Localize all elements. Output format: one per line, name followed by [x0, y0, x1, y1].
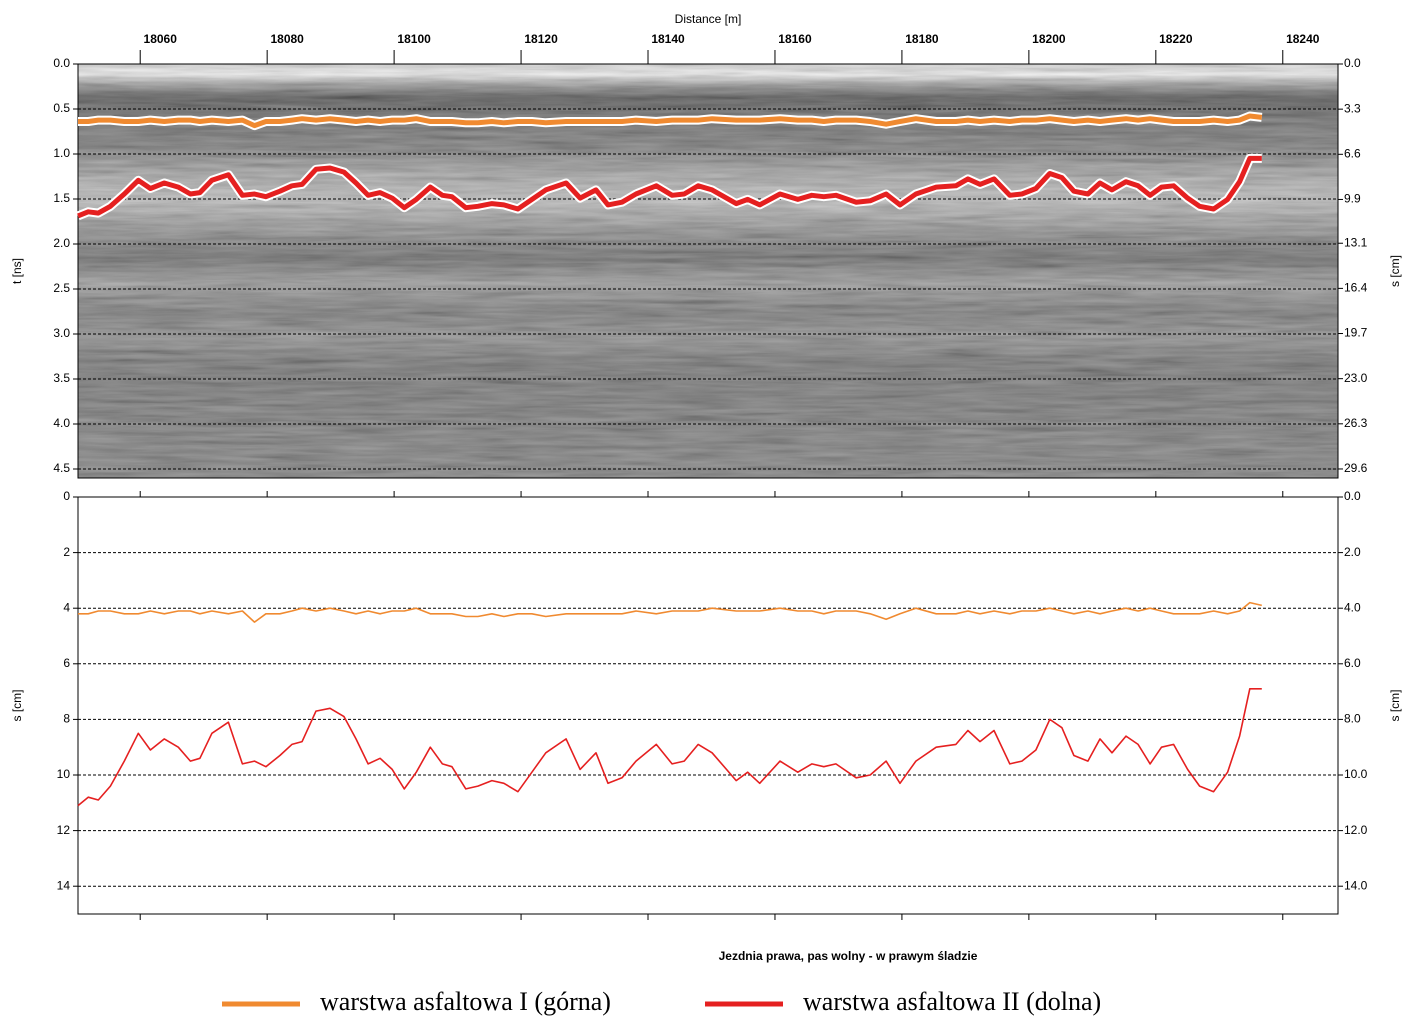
y2-tick-label: 6.0: [1344, 656, 1361, 670]
y2-tick-label: 19.7: [1344, 326, 1368, 340]
plot-frame: [77, 496, 1339, 915]
y-tick-label: 4.0: [53, 416, 70, 430]
x-tick-label: 18160: [778, 32, 812, 46]
series-line: [78, 601, 1262, 623]
legend-label: warstwa asfaltowa II (dolna): [803, 987, 1101, 1016]
y2-tick-label: 10.0: [1344, 767, 1368, 781]
y-tick-label: 4: [63, 600, 70, 614]
legend-label: warstwa asfaltowa I (górna): [320, 987, 611, 1016]
x-tick-label: 18180: [905, 32, 939, 46]
y2-tick-label: 13.1: [1344, 235, 1368, 249]
y2-tick-label: 0.0: [1344, 56, 1361, 70]
y-tick-label: 2.5: [53, 281, 70, 295]
y2-tick-label: 26.3: [1344, 416, 1368, 430]
y2-tick-label: 8.0: [1344, 712, 1361, 726]
x-tick-label: 18100: [397, 32, 431, 46]
y2-tick-label: 0.0: [1344, 489, 1361, 503]
y-axis-label: s [cm]: [10, 690, 24, 722]
y2-tick-label: 23.0: [1344, 371, 1368, 385]
y2-axis-label: s [cm]: [1388, 690, 1402, 722]
y-tick-label: 1.5: [53, 191, 70, 205]
trace-line: [78, 113, 1263, 129]
y-axis-label: t [ns]: [10, 258, 24, 284]
x-tick-label: 18200: [1032, 32, 1066, 46]
y2-tick-label: 3.3: [1344, 101, 1361, 115]
y2-tick-label: 6.6: [1344, 146, 1361, 160]
y2-tick-label: 4.0: [1344, 600, 1361, 614]
y-tick-label: 4.5: [53, 461, 70, 475]
y-tick-label: 6: [63, 656, 70, 670]
y2-tick-label: 14.0: [1344, 878, 1368, 892]
y-tick-label: 0.5: [53, 101, 70, 115]
y-tick-label: 1.0: [53, 146, 70, 160]
y2-tick-label: 2.0: [1344, 545, 1361, 559]
x-tick-label: 18220: [1159, 32, 1193, 46]
y-tick-label: 10: [57, 767, 71, 781]
plot-frame: [77, 63, 1339, 479]
trace-line: [77, 155, 1262, 219]
x-axis-label: Distance [m]: [675, 12, 742, 26]
y-tick-label: 14: [57, 878, 71, 892]
y-tick-label: 0.0: [53, 56, 70, 70]
y-tick-label: 12: [57, 823, 71, 837]
y-tick-label: 0: [63, 489, 70, 503]
x-tick-label: 18240: [1286, 32, 1320, 46]
y2-tick-label: 16.4: [1344, 281, 1368, 295]
x-tick-label: 18140: [651, 32, 685, 46]
y-tick-label: 2.0: [53, 236, 70, 250]
y-tick-label: 3.5: [53, 371, 70, 385]
x-tick-label: 18060: [144, 32, 178, 46]
y2-tick-label: 29.6: [1344, 461, 1368, 475]
y2-axis-label: s [cm]: [1388, 255, 1402, 287]
series-line: [77, 688, 1262, 807]
x-tick-label: 18080: [270, 32, 304, 46]
y-tick-label: 3.0: [53, 326, 70, 340]
y-tick-label: 8: [63, 712, 70, 726]
x-tick-label: 18120: [524, 32, 558, 46]
y-tick-label: 2: [63, 545, 70, 559]
x-axis-label: Jezdnia prawa, pas wolny - w prawym ślad…: [719, 949, 978, 963]
y2-tick-label: 12.0: [1344, 823, 1368, 837]
y2-tick-label: 9.9: [1344, 192, 1361, 206]
radargram-texture: [78, 64, 1338, 478]
